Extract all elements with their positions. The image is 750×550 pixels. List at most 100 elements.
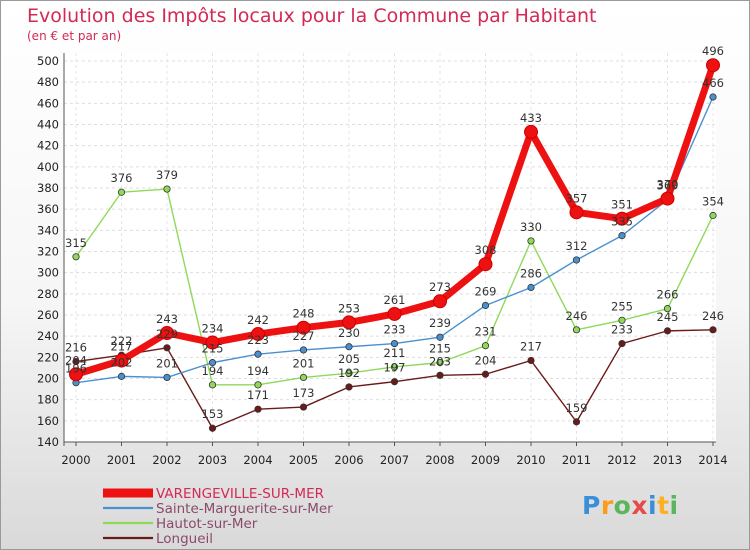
x-tick-label: 2011: [562, 453, 591, 467]
data-point: [481, 342, 490, 350]
data-point: [709, 326, 717, 334]
data-point: [572, 418, 581, 426]
x-tick-label: 2013: [653, 453, 682, 467]
x-tick-label: 2009: [471, 453, 500, 467]
data-label: 192: [338, 366, 360, 380]
x-tick-label: 2003: [198, 453, 227, 467]
data-point: [299, 403, 308, 411]
data-label: 269: [475, 284, 497, 298]
y-tick-label: 480: [37, 75, 59, 89]
data-point: [163, 185, 171, 193]
data-label: 234: [202, 322, 224, 336]
data-point: [478, 257, 493, 272]
data-point: [481, 301, 490, 310]
data-point: [69, 367, 83, 382]
data-point: [208, 424, 217, 432]
data-point: [390, 339, 399, 348]
x-tick-label: 2012: [607, 453, 636, 467]
data-label: 204: [475, 353, 497, 367]
data-label: 217: [520, 340, 542, 354]
data-point: [117, 372, 126, 380]
data-label: 229: [156, 327, 178, 341]
data-label: 433: [520, 111, 542, 125]
data-label: 215: [429, 342, 451, 356]
logo-letter: P: [582, 491, 601, 520]
data-point: [299, 373, 308, 382]
data-label: 379: [156, 168, 178, 182]
data-label: 255: [611, 299, 633, 313]
data-label: 466: [702, 76, 724, 90]
legend-label: Hautot-sur-Mer: [156, 516, 258, 532]
data-label: 215: [202, 342, 224, 356]
logo-letter: x: [631, 491, 648, 520]
chart-subtitle: (en € et par an): [27, 29, 122, 43]
data-point: [163, 373, 171, 382]
logo-letter: r: [600, 491, 614, 520]
data-label: 230: [338, 326, 360, 340]
data-label: 315: [65, 236, 87, 250]
proxiti-logo: Proxiti: [582, 491, 679, 520]
data-label: 330: [520, 220, 542, 234]
data-label: 233: [384, 323, 406, 337]
y-tick-label: 160: [37, 414, 59, 428]
data-point: [299, 346, 308, 354]
y-tick-label: 200: [37, 372, 59, 386]
logo-letter: o: [613, 491, 632, 520]
legend-label: Sainte-Marguerite-sur-Mer: [156, 501, 333, 517]
data-point: [254, 350, 262, 358]
data-label: 351: [611, 198, 633, 212]
data-point: [572, 256, 581, 264]
data-label: 216: [65, 341, 87, 355]
data-point: [254, 381, 262, 389]
data-point: [709, 93, 717, 101]
x-tick-label: 2006: [334, 453, 363, 467]
plot-area: [64, 53, 716, 442]
data-point: [114, 353, 129, 368]
x-tick-label: 2014: [698, 453, 727, 467]
y-tick-label: 320: [37, 245, 59, 259]
data-point: [615, 211, 629, 226]
data-point: [481, 370, 490, 378]
x-tick-label: 2004: [243, 453, 272, 467]
data-label: 245: [657, 310, 679, 324]
data-label: 242: [247, 313, 269, 327]
data-point: [345, 343, 353, 351]
data-point: [345, 383, 353, 391]
y-tick-label: 180: [37, 393, 59, 407]
data-label: 159: [566, 401, 588, 415]
data-label: 376: [111, 171, 133, 185]
data-label: 233: [611, 323, 633, 337]
data-label: 197: [384, 361, 406, 375]
data-label: 204: [65, 353, 87, 367]
data-point: [345, 369, 353, 377]
data-point: [569, 205, 584, 220]
data-point: [433, 294, 447, 309]
y-tick-label: 400: [37, 160, 59, 174]
data-point: [663, 327, 672, 335]
data-label: 173: [293, 386, 315, 400]
data-label: 222: [111, 334, 133, 348]
data-point: [390, 378, 399, 386]
data-point: [618, 316, 626, 324]
data-label: 211: [384, 346, 406, 360]
data-point: [527, 237, 535, 245]
data-point: [160, 325, 174, 340]
y-tick-label: 140: [37, 435, 59, 449]
data-label: 205: [338, 352, 360, 366]
y-tick-label: 300: [37, 266, 59, 280]
data-label: 261: [384, 293, 406, 307]
data-point: [527, 283, 535, 292]
data-label: 370: [657, 178, 679, 192]
data-label: 246: [702, 309, 724, 323]
data-point: [72, 357, 80, 366]
y-tick-label: 440: [37, 118, 59, 132]
data-label: 266: [657, 288, 679, 302]
data-label: 248: [293, 307, 315, 321]
data-label: 354: [702, 195, 724, 209]
data-label: 312: [566, 239, 588, 253]
logo-letter: i: [669, 491, 679, 520]
data-point: [572, 326, 581, 334]
data-label: 194: [202, 364, 224, 378]
y-tick-label: 340: [37, 223, 59, 237]
